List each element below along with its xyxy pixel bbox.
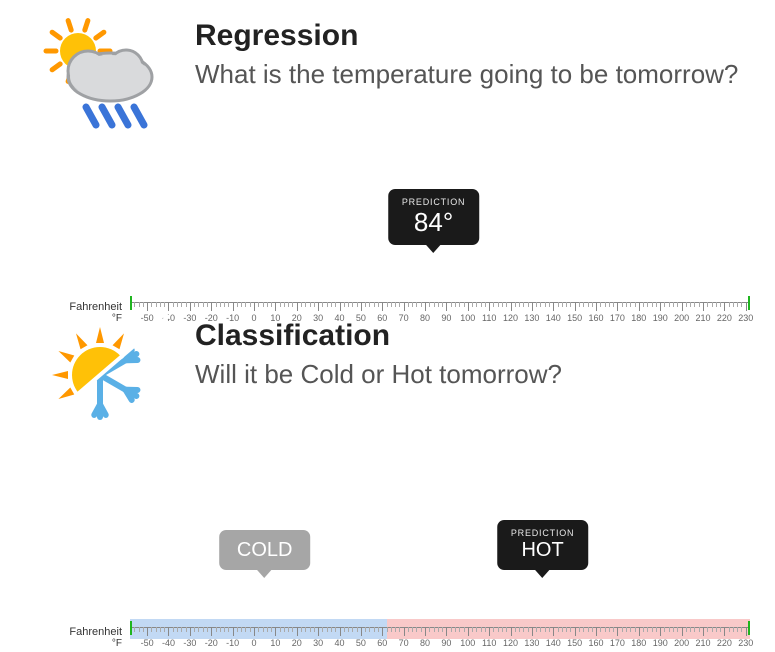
- cold-badge: COLD: [219, 530, 311, 570]
- hot-prediction-badge: PREDICTION HOT: [497, 520, 589, 570]
- regression-prediction-badge: PREDICTION 84°: [388, 189, 480, 245]
- scale-label: Fahrenheit °F: [58, 626, 122, 649]
- regression-subtitle: What is the temperature going to be tomo…: [195, 58, 745, 91]
- weather-mixed-icon: [30, 15, 170, 135]
- sun-snow-split-icon: [30, 315, 170, 435]
- hot-shade: [387, 619, 750, 639]
- regression-title: Regression: [195, 19, 745, 52]
- classification-section: Classification Will it be Cold or Hot to…: [0, 300, 775, 625]
- classification-subtitle: Will it be Cold or Hot tomorrow?: [195, 358, 745, 391]
- regression-section: Regression What is the temperature going…: [0, 0, 775, 300]
- classification-title: Classification: [195, 319, 745, 352]
- classification-scale: -50-40-30-20-100102030405060708090100110…: [130, 607, 750, 652]
